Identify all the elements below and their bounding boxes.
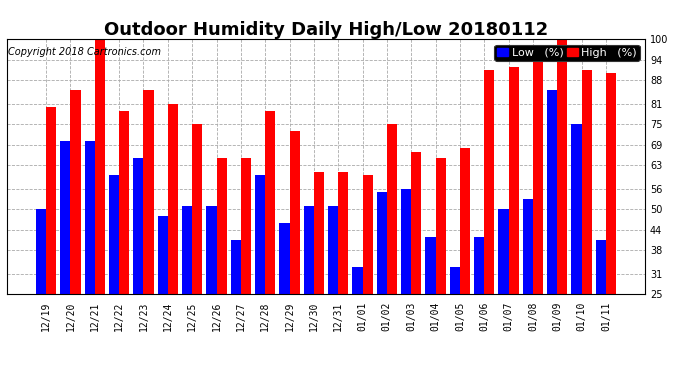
Bar	[314, 172, 324, 294]
Bar	[119, 111, 129, 294]
Bar	[474, 237, 484, 294]
Bar	[595, 240, 606, 294]
Bar	[241, 158, 251, 294]
Bar	[85, 141, 95, 294]
Bar	[387, 124, 397, 294]
Bar	[230, 240, 241, 294]
Bar	[46, 107, 57, 294]
Bar	[265, 111, 275, 294]
Legend: Low   (%), High   (%): Low (%), High (%)	[495, 45, 640, 61]
Bar	[133, 158, 144, 294]
Bar	[377, 192, 387, 294]
Bar	[450, 267, 460, 294]
Bar	[192, 124, 202, 294]
Bar	[60, 141, 70, 294]
Bar	[401, 189, 411, 294]
Bar	[547, 90, 558, 294]
Bar	[411, 152, 422, 294]
Bar	[168, 104, 178, 294]
Bar	[533, 60, 543, 294]
Bar	[70, 90, 81, 294]
Bar	[328, 206, 338, 294]
Bar	[157, 216, 168, 294]
Bar	[484, 70, 495, 294]
Bar	[353, 267, 362, 294]
Bar	[304, 206, 314, 294]
Bar	[498, 209, 509, 294]
Bar	[606, 74, 616, 294]
Bar	[144, 90, 154, 294]
Bar	[109, 176, 119, 294]
Bar	[36, 209, 46, 294]
Bar	[558, 39, 567, 294]
Bar	[523, 199, 533, 294]
Bar	[95, 39, 105, 294]
Bar	[571, 124, 582, 294]
Bar	[255, 176, 265, 294]
Bar	[362, 176, 373, 294]
Bar	[509, 67, 519, 294]
Bar	[582, 70, 592, 294]
Bar	[279, 223, 290, 294]
Bar	[217, 158, 227, 294]
Bar	[425, 237, 435, 294]
Bar	[290, 131, 299, 294]
Text: Copyright 2018 Cartronics.com: Copyright 2018 Cartronics.com	[8, 47, 161, 57]
Bar	[338, 172, 348, 294]
Bar	[435, 158, 446, 294]
Title: Outdoor Humidity Daily High/Low 20180112: Outdoor Humidity Daily High/Low 20180112	[104, 21, 548, 39]
Bar	[206, 206, 217, 294]
Bar	[460, 148, 470, 294]
Bar	[182, 206, 192, 294]
